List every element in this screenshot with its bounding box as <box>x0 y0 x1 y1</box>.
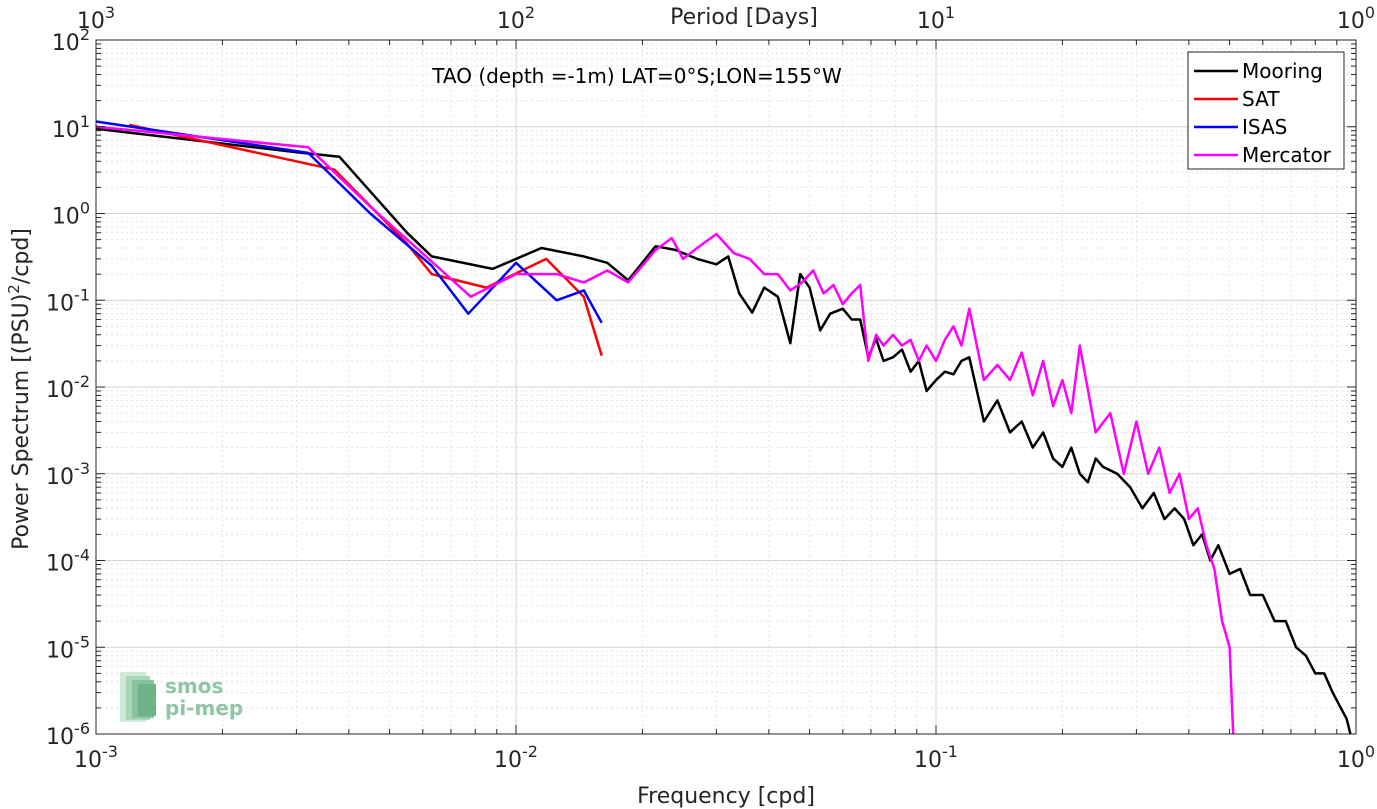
grid-minor <box>96 40 1356 734</box>
smos-pi-mep-logo: smos pi-mep <box>120 672 243 722</box>
series-line-isas <box>95 120 603 324</box>
top-tick-label: 103 <box>77 3 115 34</box>
x-tick-label: 10-3 <box>74 742 118 773</box>
y-tick-label: 10-4 <box>46 546 90 577</box>
y-tick-label: 10-3 <box>46 459 90 490</box>
y-tick-label: 10-5 <box>46 632 90 663</box>
y-tick-label: 10-6 <box>46 719 90 750</box>
series-layer <box>95 120 1352 735</box>
legend-items: Mooring SAT ISAS Mercator <box>1194 59 1332 167</box>
series-line-sat <box>129 123 603 356</box>
y-tick-label: 10-2 <box>46 372 90 403</box>
x-axis-label: Frequency [cpd] <box>637 784 815 809</box>
series-line-mooring <box>95 127 1352 735</box>
x-tick-label: 10-1 <box>914 742 958 773</box>
logo-line-2: pi-mep <box>165 696 243 720</box>
y-axis-label-tail: /cpd] <box>9 228 34 284</box>
top-tick-label: 100 <box>1337 3 1375 34</box>
x-tick-label: 10-2 <box>494 742 538 773</box>
top-tick-label: 101 <box>917 3 955 34</box>
top-axis-label: Period [Days] <box>670 5 818 30</box>
y-tick-label: 101 <box>52 112 90 143</box>
y-tick-label: 102 <box>52 25 90 56</box>
legend-label-mercator: Mercator <box>1242 143 1332 167</box>
legend-label-mooring: Mooring <box>1242 59 1323 83</box>
legend-label-sat: SAT <box>1242 87 1280 111</box>
axis-ticks <box>95 39 1357 735</box>
y-tick-label: 10-1 <box>46 285 90 316</box>
x-tick-label: 100 <box>1337 742 1375 773</box>
y-axis-label-base: Power Spectrum [(PSU) <box>9 294 34 550</box>
y-tick-label: 100 <box>52 199 90 230</box>
plot-title: TAO (depth =-1m) LAT=0°S;LON=155°W <box>431 64 842 88</box>
y-axis-label-sup: 2 <box>5 284 23 294</box>
series-line-mercator <box>95 125 1235 735</box>
top-tick-label: 102 <box>497 3 535 34</box>
logo-stripe-4 <box>138 684 156 716</box>
logo-line-1: smos <box>165 674 223 698</box>
y-axis-label: Power Spectrum [(PSU)2/cpd] <box>5 228 34 550</box>
legend: Mooring SAT ISAS Mercator <box>1187 51 1345 170</box>
legend-label-isas: ISAS <box>1242 115 1287 139</box>
